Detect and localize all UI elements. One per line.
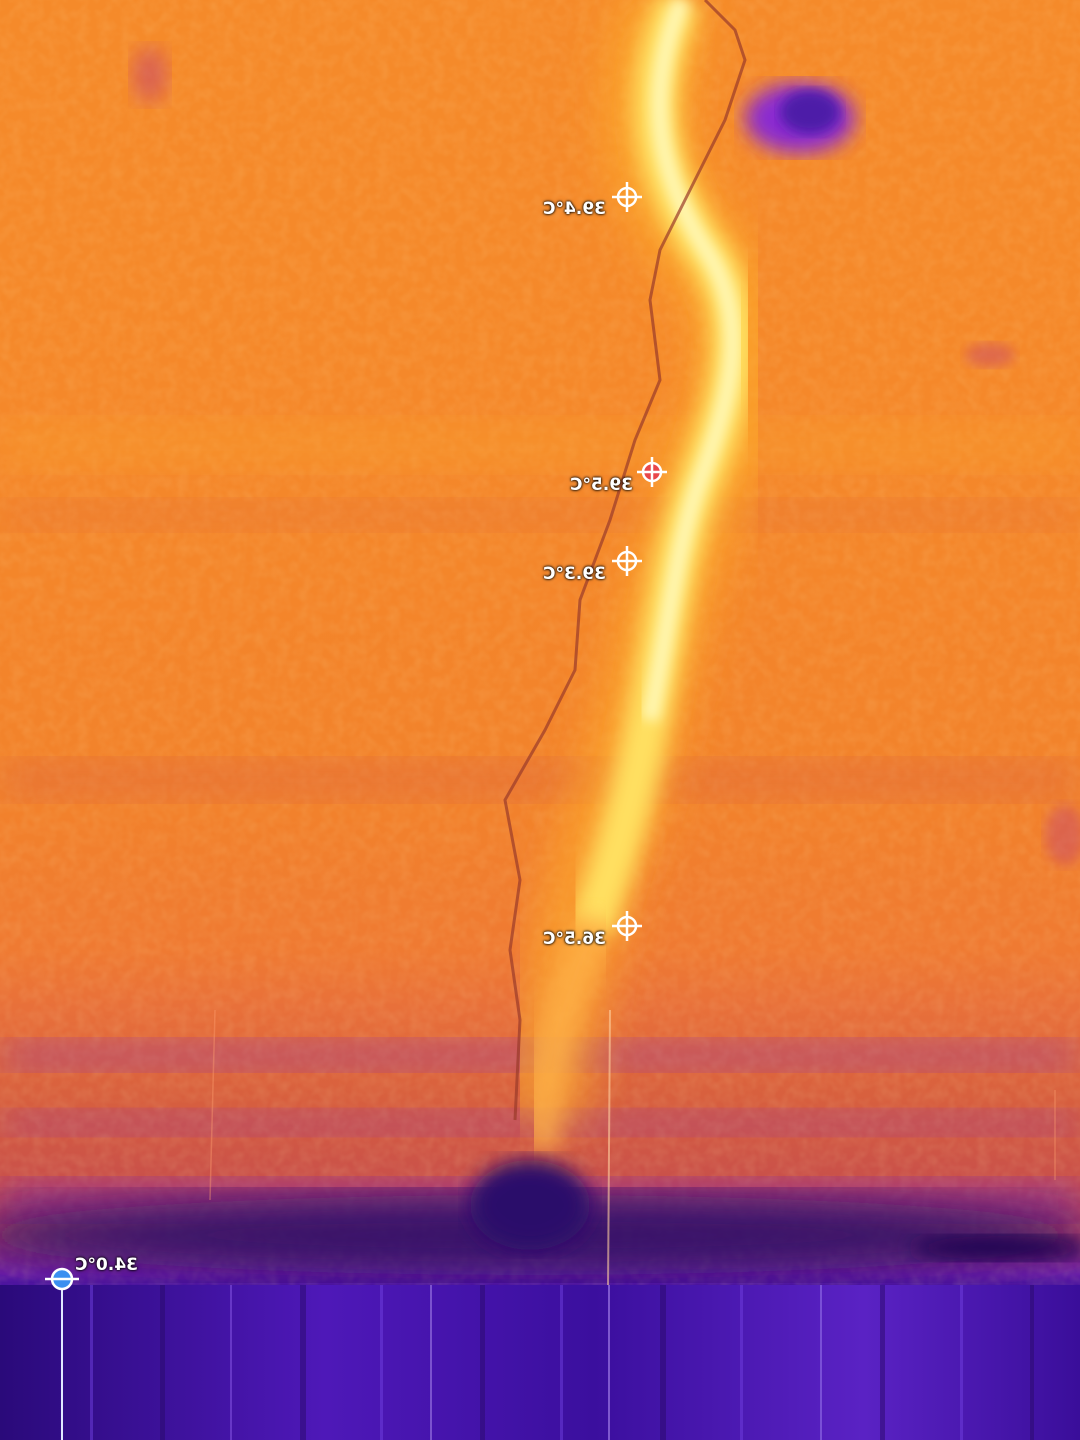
hot-spot-marker-icon[interactable] — [637, 457, 667, 487]
spot-marker-icon[interactable] — [612, 911, 642, 941]
temperature-label: 34.0°C — [75, 1255, 138, 1275]
temperature-label: 39.3°C — [543, 564, 606, 584]
temperature-label: 39.4°C — [543, 199, 606, 219]
temperature-label: 36.5°C — [543, 929, 606, 949]
spot-marker-icon[interactable] — [612, 546, 642, 576]
temperature-label: 39.5°C — [570, 475, 633, 495]
cold-spot-marker-icon[interactable] — [45, 1264, 79, 1294]
spot-marker-icon[interactable] — [612, 182, 642, 212]
